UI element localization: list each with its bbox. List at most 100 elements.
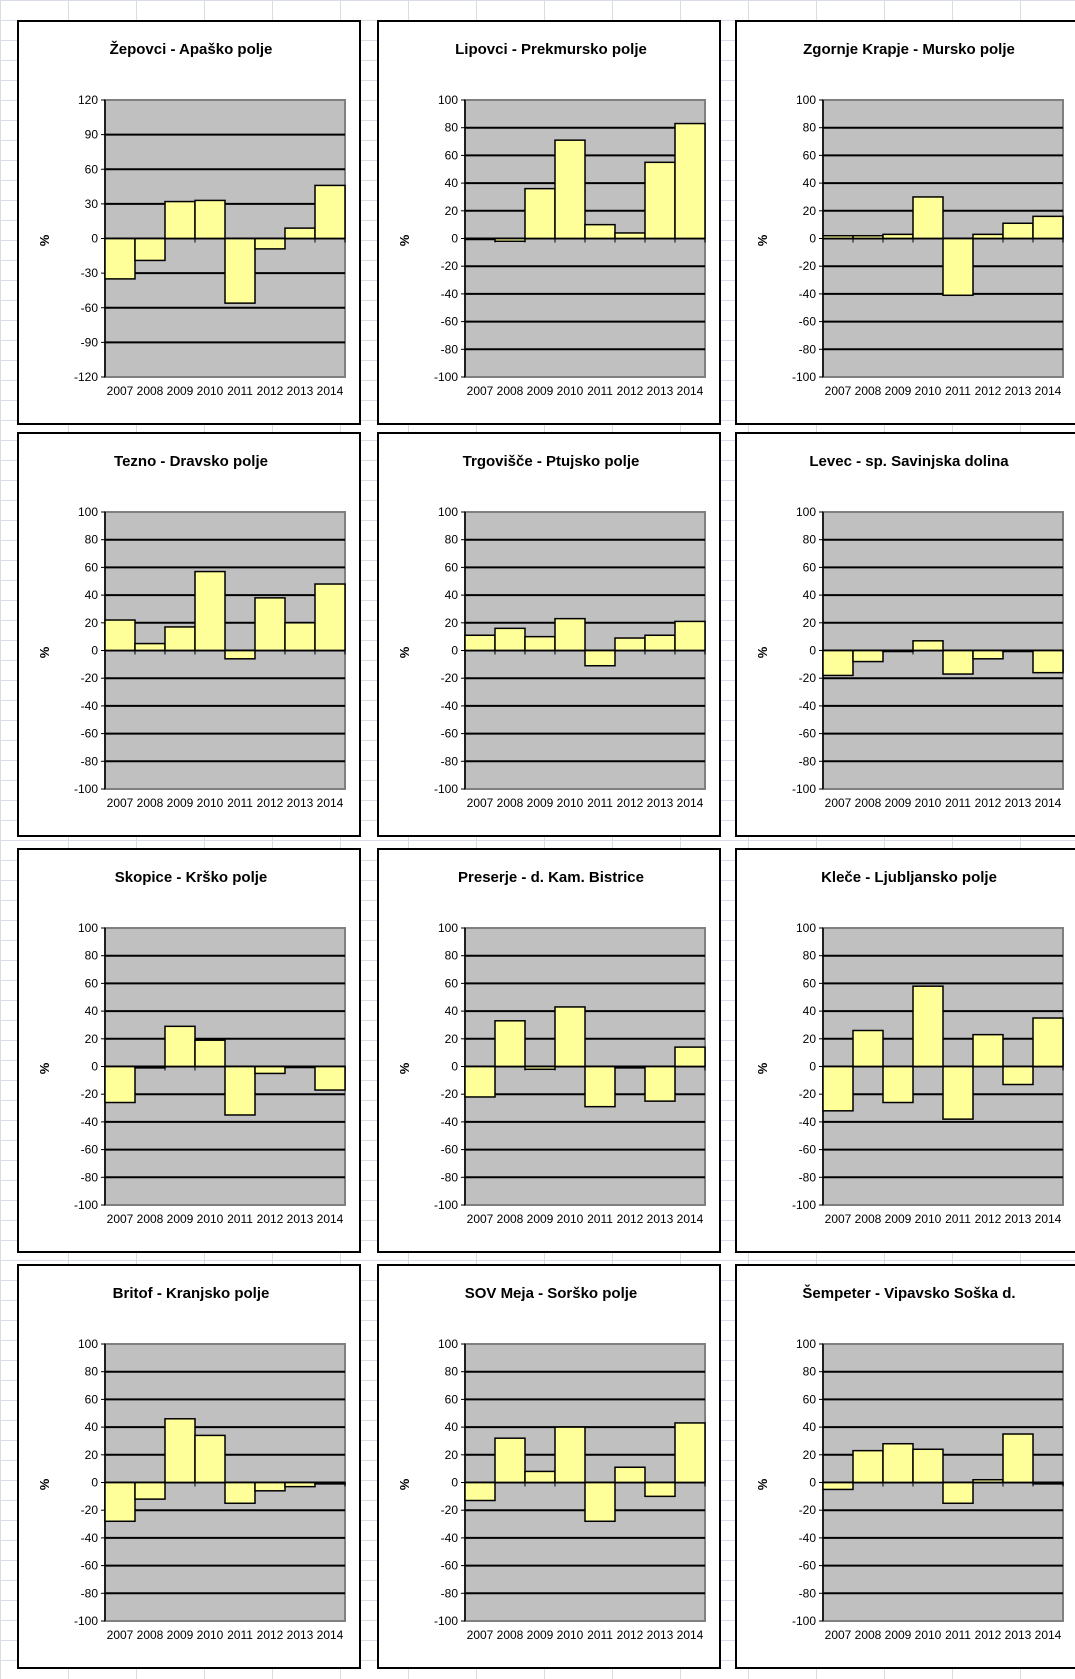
- y-tick-label: -60: [441, 315, 459, 329]
- y-tick-label: 60: [803, 1392, 817, 1406]
- y-tick-label: 0: [809, 232, 816, 246]
- y-tick-label: 80: [803, 949, 817, 963]
- x-tick-label: 2009: [527, 1212, 554, 1226]
- y-tick-label: -60: [81, 301, 99, 315]
- y-tick-label: 40: [445, 1004, 459, 1018]
- bar: [972, 1033, 1004, 1068]
- bar: [254, 597, 286, 652]
- y-tick-label: 0: [91, 1060, 98, 1074]
- bar-chart: Levec - sp. Savinjska dolina100806040200…: [755, 453, 1064, 810]
- bar: [674, 122, 706, 240]
- x-tick-label: 2009: [167, 796, 194, 810]
- bar: [224, 1481, 256, 1505]
- x-tick-label: 2010: [557, 384, 584, 398]
- y-tick-label: 100: [438, 1337, 458, 1351]
- x-tick-label: 2012: [617, 1628, 644, 1642]
- x-tick-label: 2009: [167, 1212, 194, 1226]
- chart-panel: Britof - Kranjsko polje 100 80 60 40 20 0 -20 -4…: [17, 1264, 361, 1669]
- bar: [134, 237, 166, 262]
- bar: [224, 649, 256, 660]
- chart-title: Žepovci - Apaško polje: [110, 40, 273, 58]
- y-axis-label: %: [37, 234, 52, 246]
- x-tick-label: 2012: [257, 384, 284, 398]
- chart-panel: SOV Meja - Sorško polje 100 80 60 40 20 0 -20 -4…: [377, 1264, 721, 1669]
- y-tick-label: 100: [78, 1337, 98, 1351]
- bar: [524, 635, 556, 652]
- x-tick-label: 2007: [107, 384, 134, 398]
- y-tick-label: 0: [451, 644, 458, 658]
- x-tick-label: 2014: [677, 1628, 704, 1642]
- y-tick-label: -40: [799, 1115, 817, 1129]
- x-tick-label: 2007: [467, 1628, 494, 1642]
- y-tick-label: -80: [441, 1586, 459, 1600]
- bar: [614, 1466, 646, 1484]
- x-tick-label: 2012: [617, 384, 644, 398]
- x-tick-label: 2012: [975, 384, 1002, 398]
- chart-title: Lipovci - Prekmursko polje: [455, 41, 647, 58]
- chart-title: Britof - Kranjsko polje: [113, 1285, 270, 1302]
- x-tick-label: 2007: [107, 796, 134, 810]
- bar: [644, 634, 676, 652]
- x-tick-label: 2009: [527, 384, 554, 398]
- y-tick-label: 100: [796, 93, 816, 107]
- y-tick-label: -80: [81, 754, 99, 768]
- y-tick-label: 40: [803, 1420, 817, 1434]
- y-axis-label: %: [397, 1478, 412, 1490]
- bar-chart: Šempeter - Vipavsko Soška d.100806040200…: [755, 1284, 1064, 1642]
- bar: [464, 1065, 496, 1098]
- y-tick-label: 0: [809, 644, 816, 658]
- x-tick-label: 2012: [975, 1212, 1002, 1226]
- y-tick-label: 80: [803, 1365, 817, 1379]
- bar: [674, 620, 706, 652]
- x-tick-label: 2010: [915, 1212, 942, 1226]
- y-tick-label: 0: [91, 644, 98, 658]
- y-tick-label: -80: [799, 1170, 817, 1184]
- bar: [584, 1481, 616, 1523]
- y-tick-label: -40: [81, 699, 99, 713]
- y-tick-label: -20: [441, 1503, 459, 1517]
- bar: [284, 622, 316, 652]
- chart-title: Tezno - Dravsko polje: [114, 453, 268, 470]
- x-tick-label: 2011: [587, 1628, 613, 1642]
- bar: [674, 1046, 706, 1068]
- x-tick-label: 2013: [1005, 1628, 1032, 1642]
- bar: [584, 1065, 616, 1108]
- bar: [524, 187, 556, 240]
- bar: [644, 161, 676, 240]
- x-tick-label: 2010: [197, 1628, 224, 1642]
- bar: [464, 634, 496, 652]
- x-tick-label: 2014: [677, 796, 704, 810]
- x-tick-label: 2008: [855, 1212, 882, 1226]
- y-tick-label: -100: [74, 1614, 98, 1628]
- y-tick-label: -40: [441, 1531, 459, 1545]
- y-tick-label: 100: [438, 93, 458, 107]
- x-tick-label: 2011: [587, 796, 613, 810]
- bar: [1002, 1065, 1034, 1086]
- x-tick-label: 2014: [1035, 796, 1062, 810]
- x-tick-label: 2009: [885, 1212, 912, 1226]
- y-tick-label: -80: [441, 754, 459, 768]
- bar: [104, 1065, 136, 1104]
- bar-chart: Preserje - d. Kam. Bistrice 100 80 60 40 20 0 -…: [397, 869, 706, 1226]
- bar: [164, 1418, 196, 1484]
- bar: [194, 1434, 226, 1484]
- x-tick-label: 2013: [647, 796, 674, 810]
- y-tick-label: -80: [799, 1586, 817, 1600]
- x-tick-label: 2007: [107, 1628, 134, 1642]
- y-tick-label: 20: [85, 616, 99, 630]
- x-tick-label: 2012: [617, 1212, 644, 1226]
- x-tick-label: 2008: [855, 796, 882, 810]
- chart-title: Skopice - Krško polje: [115, 869, 268, 886]
- bar: [194, 570, 226, 652]
- y-tick-label: 20: [803, 616, 817, 630]
- bar: [164, 200, 196, 240]
- y-tick-label: 60: [445, 148, 459, 162]
- x-tick-label: 2012: [257, 1212, 284, 1226]
- y-tick-label: 40: [803, 1004, 817, 1018]
- x-tick-label: 2011: [945, 796, 971, 810]
- bar: [644, 1481, 676, 1498]
- bar: [494, 1437, 526, 1484]
- x-tick-label: 2011: [227, 1212, 253, 1226]
- y-tick-label: -40: [81, 1115, 99, 1129]
- y-tick-label: 20: [445, 616, 459, 630]
